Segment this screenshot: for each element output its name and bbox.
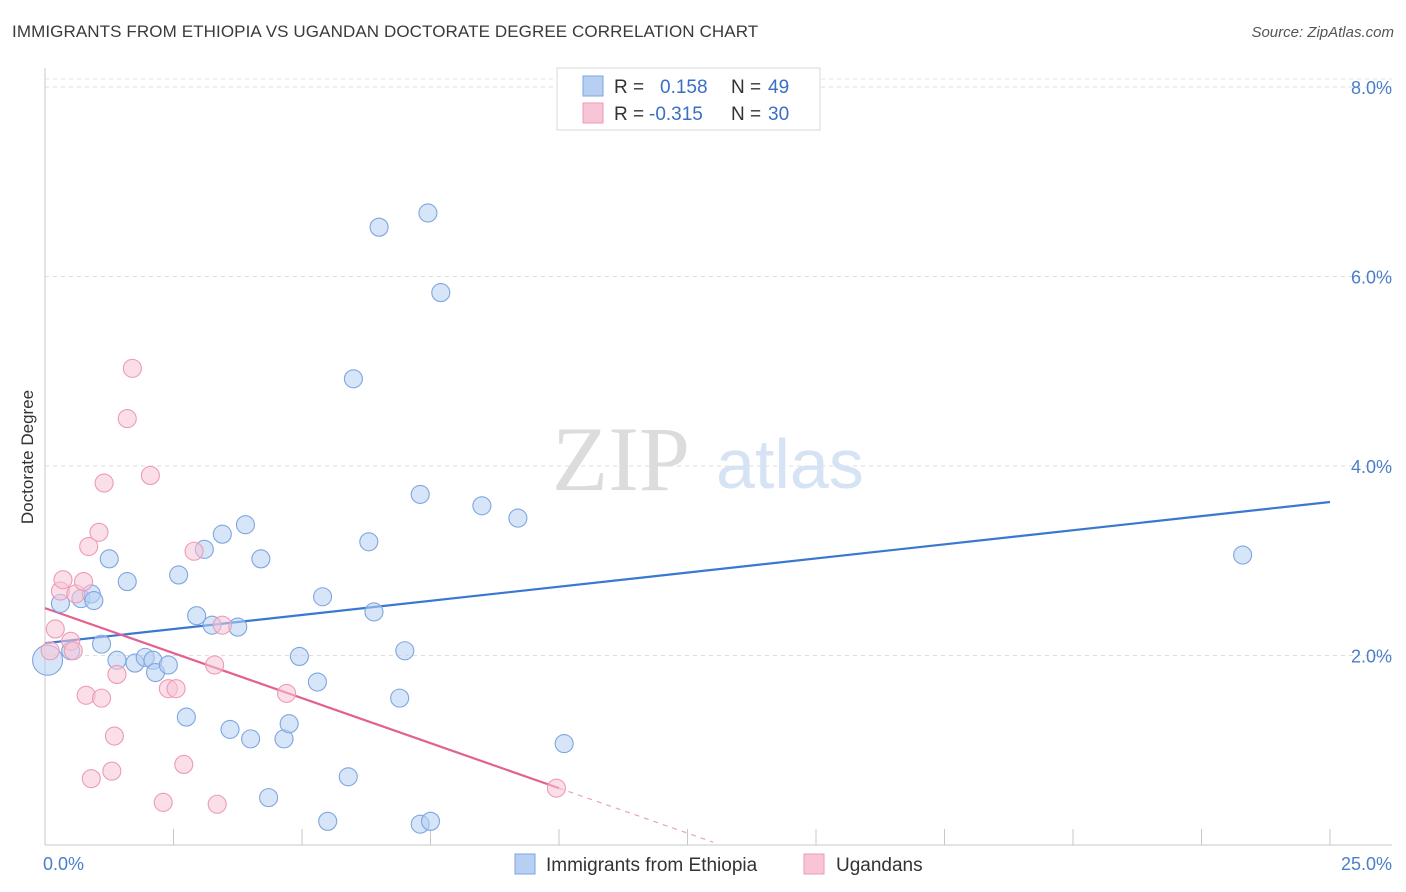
point-ugandans [104, 726, 124, 746]
legend-r-value-ethiopia: 0.158 [660, 77, 708, 98]
legend: R = 0.158 N = 49 R = -0.315 N = 30 [556, 67, 821, 131]
point-ugandans [76, 685, 96, 705]
point-ethiopia [390, 688, 410, 708]
point-ethiopia [472, 496, 492, 516]
point-ugandans [89, 522, 109, 542]
point-ethiopia [176, 707, 196, 727]
trend-line-extension-ugandans [558, 787, 714, 843]
point-ethiopia [420, 811, 441, 831]
trend-line-ethiopia [44, 500, 1331, 645]
point-ethiopia [369, 217, 389, 237]
point-ugandans [205, 655, 225, 675]
point-ethiopia [359, 532, 379, 552]
bottom-legend-label-ugandans: Ugandans [836, 855, 923, 876]
point-ugandans [546, 778, 566, 798]
point-ugandans [53, 570, 73, 590]
bottom-legend-swatch-ugandans [803, 853, 825, 875]
point-ethiopia [241, 729, 261, 749]
point-ugandans [122, 358, 142, 378]
point-ugandans [277, 683, 297, 703]
point-ethiopia [338, 767, 358, 787]
point-ethiopia [431, 283, 451, 303]
watermark-atlas: atlas [716, 425, 864, 503]
point-ethiopia [279, 714, 299, 734]
point-ethiopia [84, 590, 104, 611]
watermark: ZIP atlas [552, 408, 864, 510]
point-ethiopia [508, 508, 528, 528]
point-ugandans [63, 641, 83, 661]
point-ethiopia [318, 811, 338, 831]
watermark-zip: ZIP [552, 408, 690, 510]
x-tick-label: 25.0% [1341, 854, 1392, 874]
point-ugandans [94, 473, 114, 493]
point-ethiopia [169, 565, 189, 585]
point-ugandans [81, 769, 101, 789]
y-tick-label: 6.0% [1351, 267, 1392, 287]
axes [44, 68, 1392, 846]
point-ethiopia [251, 549, 271, 569]
data-points [32, 203, 1253, 834]
trend-lines [44, 500, 1331, 843]
legend-n-value-ugandans: 30 [768, 104, 789, 125]
tick-labels: 2.0% 4.0% 6.0% 8.0% 0.0% 25.0% [43, 78, 1392, 874]
legend-r-value-ugandans: -0.315 [649, 104, 703, 125]
point-ethiopia [1233, 545, 1253, 565]
legend-n-value-ethiopia: 49 [768, 77, 789, 98]
point-ethiopia [91, 634, 112, 654]
y-tick-label: 4.0% [1351, 457, 1392, 477]
point-ethiopia [364, 602, 384, 622]
trend-line-ugandans [44, 607, 560, 790]
point-ethiopia [307, 672, 327, 692]
legend-r-label-ugandans: R = [614, 104, 644, 125]
point-ugandans [174, 754, 194, 775]
point-ethiopia [289, 646, 309, 666]
point-ethiopia [99, 549, 119, 569]
y-tick-label: 8.0% [1351, 78, 1392, 98]
point-ugandans [40, 641, 60, 661]
point-ugandans [207, 794, 227, 814]
point-ugandans [140, 465, 160, 486]
point-ethiopia [395, 641, 415, 661]
point-ugandans [166, 679, 186, 699]
legend-swatch-ugandans [582, 102, 604, 124]
legend-n-label-ethiopia: N = [731, 77, 761, 98]
point-ethiopia [117, 572, 137, 592]
bottom-legend: Immigrants from Ethiopia Ugandans [514, 853, 923, 876]
legend-swatch-ethiopia [582, 75, 604, 97]
chart-title: IMMIGRANTS FROM ETHIOPIA VS UGANDAN DOCT… [12, 22, 759, 41]
y-axis-title: Doctorate Degree [18, 390, 37, 524]
point-ugandans [184, 541, 204, 561]
point-ethiopia [313, 587, 333, 607]
point-ugandans [107, 664, 127, 684]
point-ugandans [74, 572, 94, 592]
point-ugandans [212, 615, 232, 635]
point-ethiopia [554, 734, 574, 754]
point-ugandans [153, 792, 173, 812]
point-ethiopia [187, 606, 207, 626]
x-tick-label: 0.0% [43, 854, 84, 874]
point-ethiopia [259, 788, 279, 808]
y-tick-label: 2.0% [1351, 646, 1392, 666]
legend-n-label-ugandans: N = [731, 104, 761, 125]
point-ethiopia [235, 515, 256, 535]
point-ugandans [102, 761, 122, 781]
point-ugandans [91, 688, 112, 708]
bottom-legend-label-ethiopia: Immigrants from Ethiopia [546, 855, 758, 876]
point-ugandans [117, 409, 137, 429]
point-ethiopia [343, 369, 363, 389]
point-ethiopia [158, 655, 178, 675]
legend-r-label-ethiopia: R = [614, 77, 644, 98]
point-ethiopia [220, 719, 240, 739]
point-ethiopia [212, 524, 232, 544]
bottom-legend-swatch-ethiopia [514, 853, 536, 875]
point-ethiopia [410, 484, 430, 504]
point-ugandans [79, 536, 99, 557]
chart-source: Source: ZipAtlas.com [1251, 24, 1394, 41]
point-ugandans [45, 619, 65, 639]
point-ethiopia [418, 203, 438, 223]
